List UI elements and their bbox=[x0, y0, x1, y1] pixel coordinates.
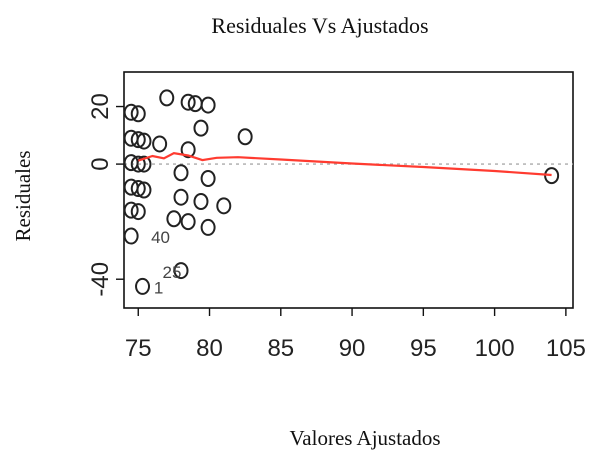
x-tick-label: 95 bbox=[410, 335, 437, 362]
data-point bbox=[152, 135, 168, 153]
plot-frame bbox=[123, 71, 574, 309]
data-point bbox=[130, 155, 146, 173]
x-tick-label: 105 bbox=[546, 335, 586, 362]
plot-area: 75 80 85 90 95 100 105 -40 0 20 40 251 bbox=[87, 71, 586, 362]
data-point bbox=[135, 277, 151, 295]
chart-title: Residuales Vs Ajustados bbox=[211, 13, 428, 38]
data-point bbox=[193, 119, 209, 137]
data-point bbox=[136, 132, 152, 150]
data-point bbox=[136, 155, 152, 173]
point-annotation: 1 bbox=[154, 279, 163, 298]
data-point bbox=[200, 96, 216, 114]
x-tick-label: 100 bbox=[475, 335, 515, 362]
data-point bbox=[237, 128, 253, 146]
data-point bbox=[173, 188, 189, 206]
data-point bbox=[130, 131, 146, 149]
smooth-trend-line bbox=[137, 152, 552, 177]
data-point bbox=[180, 141, 196, 159]
x-axis-label: Valores Ajustados bbox=[289, 426, 440, 450]
y-tick-label: 0 bbox=[87, 157, 114, 170]
data-point bbox=[166, 210, 182, 228]
data-point bbox=[136, 181, 152, 199]
data-point bbox=[216, 197, 232, 215]
x-tick-label: 90 bbox=[339, 335, 366, 362]
data-point bbox=[130, 105, 146, 123]
x-tick-label: 75 bbox=[125, 335, 152, 362]
x-tick-label: 80 bbox=[196, 335, 223, 362]
data-point bbox=[193, 193, 209, 211]
data-point bbox=[200, 218, 216, 236]
data-point bbox=[130, 180, 146, 198]
data-point bbox=[180, 93, 196, 111]
data-point bbox=[123, 201, 139, 219]
data-point bbox=[173, 164, 189, 182]
x-tick-label: 85 bbox=[267, 335, 294, 362]
y-tick-label: 20 bbox=[87, 93, 114, 120]
data-point bbox=[130, 203, 146, 221]
data-point bbox=[123, 227, 139, 245]
data-point bbox=[123, 103, 139, 121]
point-annotation: 40 bbox=[151, 228, 170, 247]
data-point bbox=[159, 89, 175, 107]
y-axis-label: Residuales bbox=[11, 151, 35, 242]
y-tick-label: -40 bbox=[87, 262, 114, 297]
data-point bbox=[200, 169, 216, 187]
data-point bbox=[180, 213, 196, 231]
point-annotation: 25 bbox=[162, 263, 181, 282]
data-point bbox=[173, 262, 189, 280]
